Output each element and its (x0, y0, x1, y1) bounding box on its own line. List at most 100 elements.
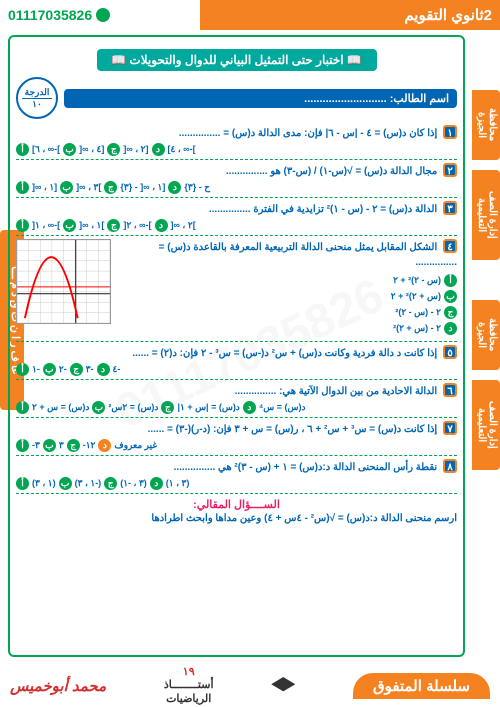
main-content: 📖 اختبار حتى التمثيل البياني للدوال والت… (8, 35, 465, 657)
logo-icon (260, 6, 278, 24)
side-tab: إدارة الصف التعليمية (472, 170, 500, 260)
option-label: أ (16, 477, 29, 490)
option-label: ب (43, 363, 56, 376)
option[interactable]: بد(س) = ٢س² (92, 401, 158, 414)
question: ٧ إذا كانت د(س) = س³ + س² + ٦ ، ر(س) = س… (16, 421, 457, 456)
question-text: ٥ إذا كانت د دالة فردية وكانت د(س) + س² … (16, 345, 457, 361)
question: ٦ الدالة الاحادية من بين الدوال الآتية ه… (16, 383, 457, 418)
question: ٥ إذا كانت د دالة فردية وكانت د(س) + س² … (16, 345, 457, 380)
option[interactable]: ب]٣ ، ∞[ (60, 181, 101, 194)
author-name: محمد أبوخميس (10, 677, 106, 695)
question-number: ٥ (443, 345, 457, 359)
option-label: ب (63, 219, 76, 232)
option[interactable]: ج(٣ ، -١) (104, 477, 147, 490)
question-text: ١ إذا كان د(س) = ٤ - |س - ٦| فإن: مدى ال… (16, 125, 457, 141)
option[interactable]: د-٤ (97, 363, 121, 376)
option-label: د (98, 439, 111, 452)
question-number: ٨ (443, 459, 457, 473)
essay-title: الســــؤال المقالي: (16, 498, 457, 511)
score-circle: الدرجة ١٠ (16, 77, 58, 119)
option[interactable]: ب(س + ٢)² + ٢ (117, 290, 457, 303)
option[interactable]: دح - {٣} (168, 181, 210, 194)
question-number: ٦ (443, 383, 457, 397)
option-label: ج (67, 439, 80, 452)
question-text: ٦ الدالة الاحادية من بين الدوال الآتية ه… (16, 383, 457, 399)
option-label: ب (92, 401, 105, 414)
question-text: ٨ نقطة رأس المنحنى الدالة د:د(س) = ١ + (… (16, 459, 457, 475)
option[interactable]: أ-١ (16, 363, 40, 376)
option-label: د (97, 363, 110, 376)
option[interactable]: جد(س) = |س + ١| (161, 401, 239, 414)
option[interactable]: ب[٤ ، ∞[ (63, 143, 104, 156)
question-text: ٣ الدالة د(س) = ٢ - (س - ١)² تزايدية في … (16, 201, 457, 217)
option[interactable]: ج١٢- (67, 439, 96, 452)
question-text: ٢ مجال الدالة د(س) = √(س-١) / (س-٣) هو .… (16, 163, 457, 179)
option[interactable]: ج[١ ، ∞[ - {٣} (104, 181, 165, 194)
option-label: أ (16, 143, 29, 156)
question: ١ إذا كان د(س) = ٤ - |س - ٦| فإن: مدى ال… (16, 125, 457, 160)
option-label: ج (107, 143, 120, 156)
option-label: د (150, 477, 163, 490)
option-label: أ (16, 181, 29, 194)
header-title: 2ثانوي التقويم (404, 6, 492, 24)
question: ٢ مجال الدالة د(س) = √(س-١) / (س-٣) هو .… (16, 163, 457, 198)
option[interactable]: ج٢ - (س - ٢)² (117, 306, 457, 319)
series-name: سلسلة المتفوق (353, 673, 490, 699)
option[interactable]: ب(-١ ، ٣) (59, 477, 102, 490)
phone-icon (96, 8, 110, 22)
option[interactable]: ب-٢ (43, 363, 67, 376)
option-label: ب (444, 290, 457, 303)
option-label: أ (16, 219, 29, 232)
option[interactable]: أ(س - ٢)² + ٢ (117, 274, 457, 287)
option[interactable]: د(٣ ، ١) (150, 477, 190, 490)
side-tab: محافظة الجيزة (472, 90, 500, 160)
option-label: ج (107, 219, 120, 232)
header-icons (236, 6, 278, 24)
question-number: ٣ (443, 201, 457, 215)
question-number: ٢ (443, 163, 457, 177)
option-label: د (444, 322, 457, 335)
essay-question: ارسم منحنى الدالة د:د(س) = √(س² - ٤س + ٤… (16, 513, 457, 524)
option-label: أ (444, 274, 457, 287)
question: ٨ نقطة رأس المنحنى الدالة د:د(س) = ١ + (… (16, 459, 457, 494)
option-label: ب (59, 477, 72, 490)
question-number: ٧ (443, 421, 457, 435)
option[interactable]: أ(١ ، ٣) (16, 477, 56, 490)
option[interactable]: أ[١ ، ∞[ (16, 181, 57, 194)
option[interactable]: أ٣- (16, 439, 40, 452)
graph (16, 239, 111, 324)
option[interactable]: ب]١ ، ∞[ (63, 219, 104, 232)
grad-cap-icon (271, 677, 295, 695)
option[interactable]: أ]-∞ ، ٦] (16, 143, 60, 156)
option[interactable]: ج]-∞ ، ٢[ (107, 219, 151, 232)
question: ٣ الدالة د(س) = ٢ - (س - ١)² تزايدية في … (16, 201, 457, 236)
option-label: د (243, 401, 256, 414)
side-tab: محافظة الجيزة (472, 300, 500, 370)
footer: سلسلة المتفوق ١٩ أستــــــــاذ الرياضيات… (0, 665, 500, 707)
option-label: أ (16, 401, 29, 414)
option-label: د (152, 143, 165, 156)
option-label: ج (104, 477, 117, 490)
option-label: ج (70, 363, 83, 376)
student-name-field[interactable]: اسم الطالب: ........................... (64, 89, 457, 108)
option-label: د (155, 219, 168, 232)
option[interactable]: د]-∞ ، ٤] (152, 143, 196, 156)
option[interactable]: ج[٢ ، ∞[ (107, 143, 148, 156)
question-number: ٤ (443, 239, 457, 253)
option[interactable]: د٢ - (س + ٢)² (117, 322, 457, 335)
option[interactable]: ب٣ (43, 439, 64, 452)
option[interactable]: دد(س) = س⁴ (243, 401, 306, 414)
option[interactable]: أد(س) = س + ٢ (16, 401, 89, 414)
option[interactable]: دغير معروف (98, 439, 157, 452)
logo-icon (236, 6, 254, 24)
option[interactable]: ج-٣ (70, 363, 94, 376)
option-label: أ (16, 439, 29, 452)
footer-role: ١٩ أستــــــــاذ الرياضيات (164, 666, 214, 706)
question-text: ٧ إذا كانت د(س) = س³ + س² + ٦ ، ر(س) = س… (16, 421, 457, 437)
side-tab: إدارة الصف التعليمية (472, 380, 500, 470)
option[interactable]: د]٢ ، ∞[ (155, 219, 196, 232)
option[interactable]: أ]-∞ ، ١[ (16, 219, 60, 232)
option-label: ب (43, 439, 56, 452)
question: ٤ الشكل المقابل يمثل منحنى الدالة التربي… (16, 239, 457, 342)
option-label: أ (16, 363, 29, 376)
